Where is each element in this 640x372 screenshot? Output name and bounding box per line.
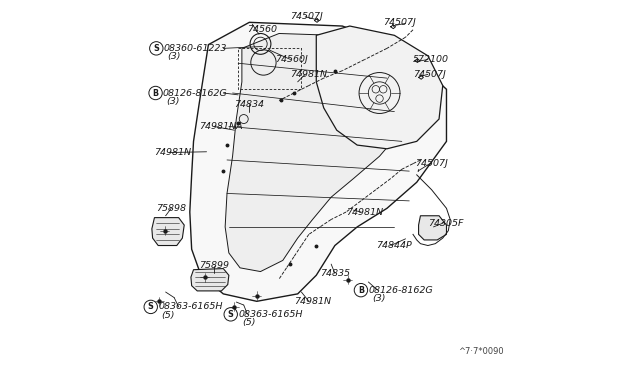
- Text: 74981NA: 74981NA: [199, 122, 243, 131]
- Text: (3): (3): [167, 97, 180, 106]
- Text: 74507J: 74507J: [291, 12, 323, 21]
- Polygon shape: [152, 218, 184, 246]
- Text: 74560: 74560: [248, 25, 278, 34]
- Text: (5): (5): [242, 318, 255, 327]
- Text: 74507J: 74507J: [383, 18, 416, 27]
- Text: 74981N: 74981N: [154, 148, 191, 157]
- Polygon shape: [316, 26, 443, 149]
- Text: 74834: 74834: [234, 100, 264, 109]
- Text: (3): (3): [168, 52, 181, 61]
- Text: 08363-6165H: 08363-6165H: [158, 302, 223, 311]
- Text: 74835: 74835: [320, 269, 350, 278]
- Text: ^7·7*0090: ^7·7*0090: [458, 347, 503, 356]
- Text: S: S: [148, 302, 154, 311]
- Text: 74844P: 74844P: [376, 241, 412, 250]
- Text: 572100: 572100: [413, 55, 449, 64]
- Text: B: B: [358, 286, 364, 295]
- Polygon shape: [191, 269, 229, 291]
- Text: (3): (3): [372, 294, 385, 303]
- Text: 75899: 75899: [199, 262, 229, 270]
- Text: 74305F: 74305F: [428, 219, 463, 228]
- Polygon shape: [225, 33, 406, 272]
- Text: (5): (5): [161, 311, 175, 320]
- Text: 74981N: 74981N: [291, 70, 328, 79]
- Text: 74507J: 74507J: [415, 159, 447, 168]
- Polygon shape: [419, 216, 447, 240]
- Text: S: S: [228, 310, 234, 319]
- Text: 08363-6165H: 08363-6165H: [238, 310, 303, 319]
- Polygon shape: [190, 22, 447, 301]
- Text: B: B: [152, 89, 159, 97]
- Text: 74981N: 74981N: [294, 297, 331, 306]
- Text: 08360-61223: 08360-61223: [164, 44, 227, 53]
- Text: 75898: 75898: [156, 204, 186, 213]
- Text: 08126-8162G: 08126-8162G: [163, 89, 228, 97]
- Text: 74560J: 74560J: [275, 55, 308, 64]
- Text: 74507J: 74507J: [413, 70, 445, 79]
- Text: 08126-8162G: 08126-8162G: [369, 286, 433, 295]
- Text: 74981N: 74981N: [346, 208, 383, 217]
- Text: S: S: [154, 44, 159, 53]
